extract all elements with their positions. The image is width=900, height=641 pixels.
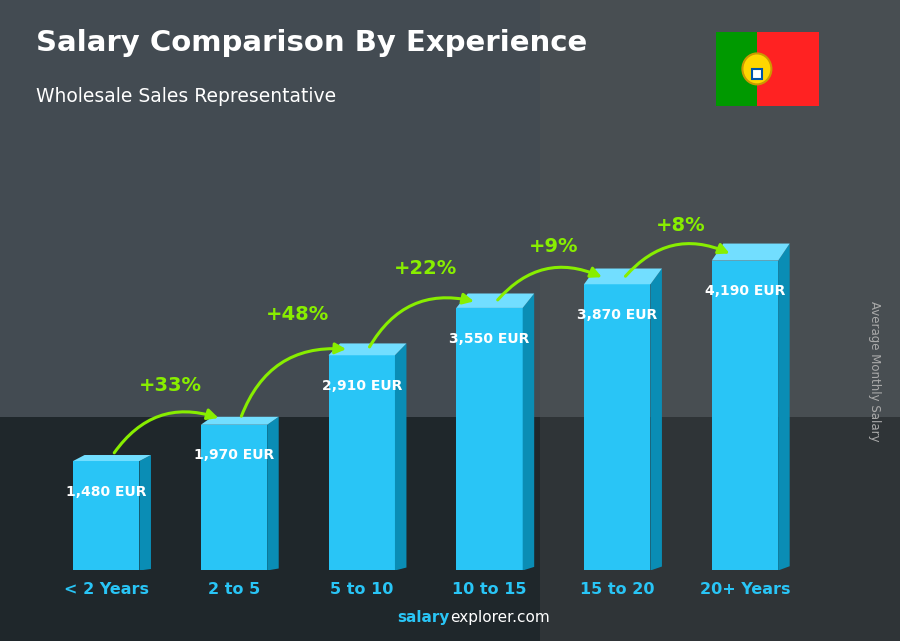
Text: +48%: +48% <box>266 305 329 324</box>
Bar <box>716 32 757 106</box>
Polygon shape <box>584 269 662 284</box>
Bar <box>540 0 900 641</box>
Polygon shape <box>73 461 140 570</box>
Text: 1,970 EUR: 1,970 EUR <box>194 449 274 462</box>
Text: 4,190 EUR: 4,190 EUR <box>705 284 785 298</box>
Polygon shape <box>201 417 279 425</box>
Polygon shape <box>456 294 535 308</box>
Polygon shape <box>523 294 535 570</box>
Polygon shape <box>140 455 151 570</box>
Polygon shape <box>778 244 789 570</box>
Text: Wholesale Sales Representative: Wholesale Sales Representative <box>36 87 336 106</box>
Bar <box>0 0 900 417</box>
Text: 2,910 EUR: 2,910 EUR <box>321 379 402 393</box>
Text: 1,480 EUR: 1,480 EUR <box>66 485 147 499</box>
Polygon shape <box>328 355 395 570</box>
Text: +8%: +8% <box>656 216 706 235</box>
Polygon shape <box>267 417 279 570</box>
Text: +22%: +22% <box>394 260 457 278</box>
Text: 3,550 EUR: 3,550 EUR <box>449 331 530 345</box>
Bar <box>0 417 900 641</box>
Text: explorer.com: explorer.com <box>450 610 550 625</box>
Polygon shape <box>395 344 407 570</box>
Polygon shape <box>712 244 789 261</box>
Polygon shape <box>73 455 151 461</box>
Bar <box>757 32 819 106</box>
Text: salary: salary <box>398 610 450 625</box>
Polygon shape <box>651 269 661 570</box>
Circle shape <box>742 53 771 85</box>
Text: +9%: +9% <box>528 237 578 256</box>
Polygon shape <box>584 284 651 570</box>
Polygon shape <box>456 308 523 570</box>
Polygon shape <box>201 425 267 570</box>
Text: +33%: +33% <box>139 376 202 395</box>
Text: Salary Comparison By Experience: Salary Comparison By Experience <box>36 29 587 57</box>
Text: 3,870 EUR: 3,870 EUR <box>577 308 657 322</box>
Bar <box>752 69 762 79</box>
Polygon shape <box>712 261 778 570</box>
Text: Average Monthly Salary: Average Monthly Salary <box>868 301 881 442</box>
Polygon shape <box>328 344 407 355</box>
